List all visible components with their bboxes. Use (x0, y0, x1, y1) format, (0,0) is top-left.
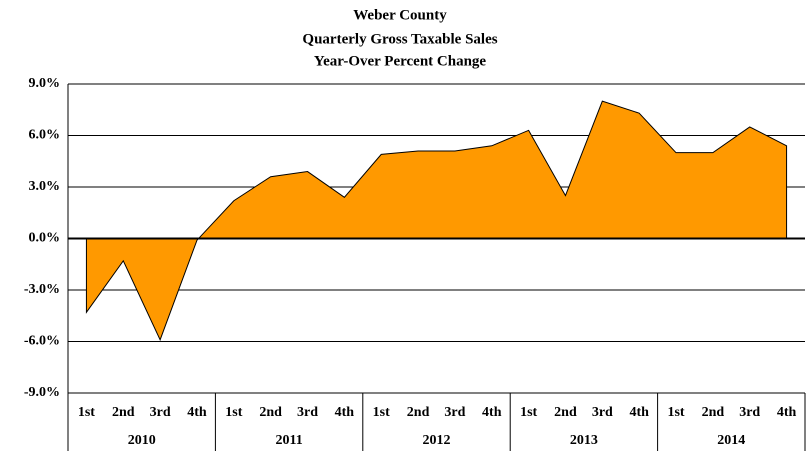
x-tick-label: 4th (629, 405, 649, 420)
x-group-label: 2014 (717, 433, 745, 448)
x-tick-label: 4th (482, 405, 502, 420)
chart-title: Weber County (353, 7, 447, 23)
x-tick-label: 4th (187, 405, 207, 420)
y-tick-label: 0.0% (29, 231, 61, 246)
chart-title: Year-Over Percent Change (314, 53, 487, 69)
y-tick-label: -9.0% (24, 385, 60, 400)
y-tick-label: 9.0% (29, 76, 61, 91)
x-tick-label: 1st (373, 405, 390, 420)
x-tick-label: 3rd (444, 405, 465, 420)
x-tick-label: 4th (777, 405, 797, 420)
y-tick-label: 3.0% (29, 179, 61, 194)
x-tick-label: 3rd (592, 405, 613, 420)
x-group-label: 2013 (570, 433, 598, 448)
y-tick-label: 6.0% (29, 128, 61, 143)
y-tick-label: -6.0% (24, 334, 60, 349)
y-tick-label: -3.0% (24, 282, 60, 297)
x-tick-label: 1st (667, 405, 684, 420)
x-group-label: 2010 (128, 433, 156, 448)
x-tick-label: 2nd (259, 405, 282, 420)
x-tick-label: 1st (520, 405, 537, 420)
area (85, 100, 788, 342)
x-group-label: 2012 (423, 433, 451, 448)
x-tick-label: 2nd (554, 405, 577, 420)
x-tick-label: 1st (225, 405, 242, 420)
x-tick-label: 1st (78, 405, 95, 420)
x-tick-label: 3rd (150, 405, 171, 420)
x-tick-label: 2nd (407, 405, 430, 420)
x-tick-label: 3rd (739, 405, 760, 420)
x-tick-label: 4th (335, 405, 355, 420)
chart-title: Quarterly Gross Taxable Sales (302, 31, 497, 47)
x-tick-label: 2nd (702, 405, 725, 420)
x-tick-label: 3rd (297, 405, 318, 420)
x-tick-label: 2nd (112, 405, 135, 420)
x-group-label: 2011 (275, 433, 302, 448)
